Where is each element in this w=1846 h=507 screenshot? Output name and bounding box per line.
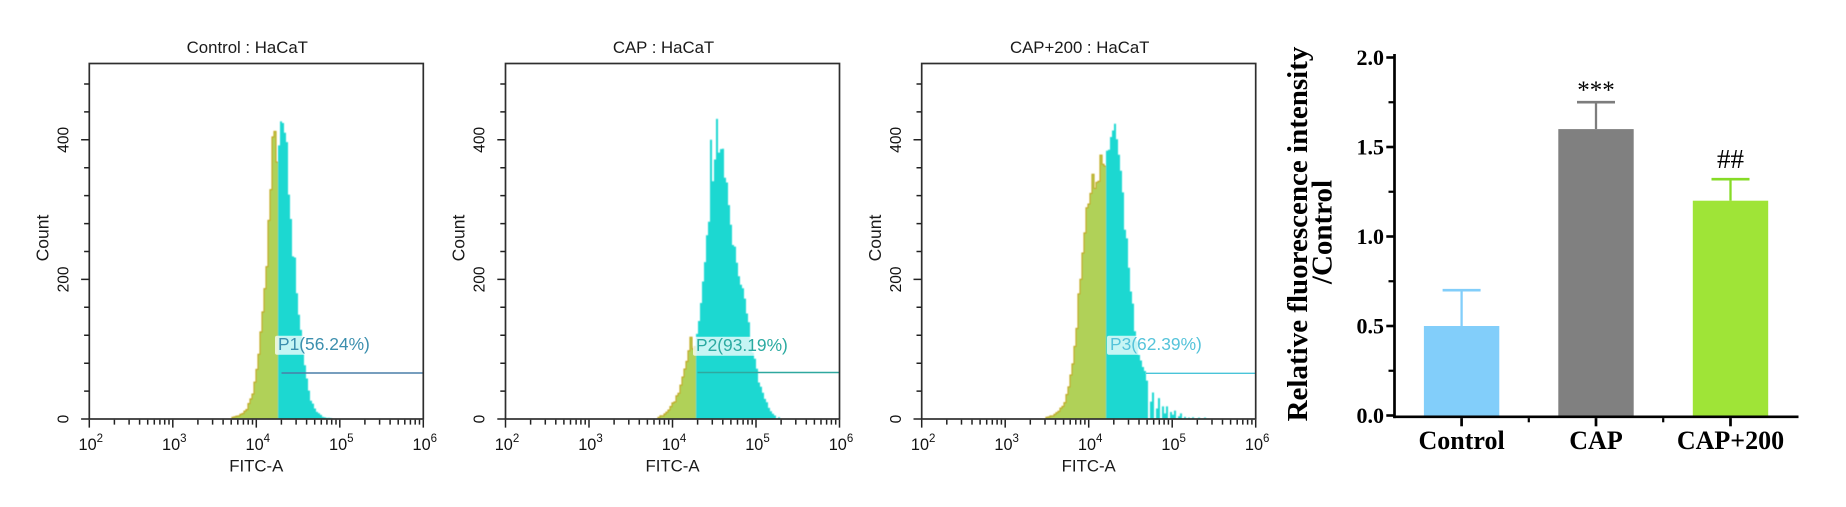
svg-text:***: *** [1577,77,1615,104]
svg-text:2.0: 2.0 [1357,45,1385,70]
svg-text:200: 200 [472,266,489,292]
svg-text:Count: Count [865,215,885,262]
svg-text:0.5: 0.5 [1357,313,1385,338]
svg-text:0: 0 [472,414,489,423]
svg-text:P2(93.19%): P2(93.19%) [696,335,788,355]
svg-text:Control: Control [1418,426,1504,455]
svg-text:400: 400 [55,126,72,152]
svg-text:0: 0 [55,414,72,423]
svg-text:1.0: 1.0 [1357,224,1385,249]
svg-text:Relative fluorescence intensit: Relative fluorescence intensity [1282,46,1314,421]
svg-text:FITC-A: FITC-A [229,457,284,476]
svg-text:CAP: CAP [1569,426,1623,455]
svg-text:P1(56.24%): P1(56.24%) [278,334,370,354]
svg-text:0: 0 [888,414,905,423]
svg-text:FITC-A: FITC-A [645,457,700,476]
svg-text:Count: Count [32,215,52,262]
svg-text:/Control: /Control [1307,180,1339,285]
svg-text:1.5: 1.5 [1357,134,1385,159]
svg-text:CAP+200: CAP+200 [1677,426,1784,455]
svg-text:200: 200 [888,266,905,292]
svg-text:Count: Count [449,215,469,262]
svg-text:400: 400 [472,126,489,152]
svg-text:200: 200 [55,266,72,292]
svg-text:0.0: 0.0 [1357,403,1385,428]
svg-text:CAP : HaCaT: CAP : HaCaT [613,38,714,57]
svg-text:400: 400 [888,126,905,152]
svg-text:CAP+200 : HaCaT: CAP+200 : HaCaT [1010,38,1149,57]
svg-text:Control : HaCaT: Control : HaCaT [187,38,308,57]
svg-text:##: ## [1717,144,1745,174]
svg-text:FITC-A: FITC-A [1062,457,1117,476]
svg-text:P3(62.39%): P3(62.39%) [1110,334,1202,354]
